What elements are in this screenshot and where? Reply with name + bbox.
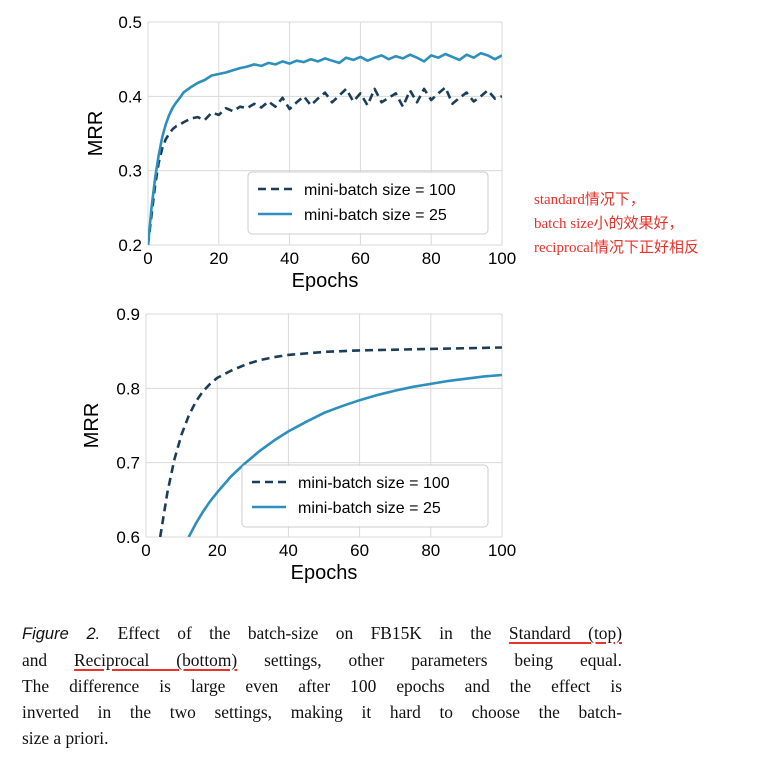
caption-underlined: Standard (top) — [508, 623, 622, 643]
y-tick-label: 0.7 — [116, 454, 140, 473]
y-tick-label: 0.9 — [116, 305, 140, 324]
legend-label: mini-batch size = 100 — [304, 182, 456, 199]
y-tick-label: 0.3 — [118, 162, 142, 181]
legend: mini-batch size = 100 mini-batch size = 2… — [247, 171, 489, 235]
x-tick-label: 20 — [209, 249, 228, 268]
top-chart: 0 20 40 60 80 100 0.2 0.3 0.4 0.5 Epochs MRR mini-ba… — [85, 13, 516, 292]
series-line-1 — [148, 86, 502, 245]
x-tick-label: 100 — [488, 249, 516, 268]
x-tick-label: 80 — [421, 541, 440, 560]
y-axis-label: MRR — [81, 403, 103, 449]
x-axis-label: Epochs — [291, 562, 358, 584]
caption-line: Figure 2. Effect of the batch-size on FB… — [22, 620, 622, 647]
legend-box — [241, 464, 489, 528]
caption-text: Effect of the batch-size on FB15K in the — [100, 623, 509, 643]
y-tick-label: 0.5 — [118, 13, 142, 32]
figure-caption: Figure 2. Effect of the batch-size on FB… — [22, 620, 622, 751]
caption-text: and — [22, 650, 75, 670]
y-tick-label: 0.4 — [118, 87, 142, 106]
annotation-line: reciprocal情况下正好相反 — [534, 240, 699, 256]
x-tick-label: 60 — [350, 541, 369, 560]
x-tick-label: 0 — [141, 541, 150, 560]
caption-line: inverted in the two settings, making it … — [22, 702, 622, 722]
legend-box — [247, 171, 489, 235]
x-tick-label: 100 — [488, 541, 516, 560]
grid — [147, 21, 503, 246]
y-axis-label: MRR — [85, 111, 107, 157]
y-tick-label: 0.8 — [116, 379, 140, 398]
x-tick-label: 0 — [143, 249, 152, 268]
caption-line: and Reciprocal (bottom) settings, other … — [22, 647, 622, 673]
x-tick-label: 20 — [208, 541, 227, 560]
figure-label: Figure 2. — [22, 625, 101, 643]
x-tick-label: 80 — [422, 249, 441, 268]
legend-label: mini-batch size = 100 — [298, 475, 450, 492]
bottom-chart: 0 20 40 60 80 100 0.6 0.7 0.8 0.9 Epochs MRR mini-ba… — [81, 305, 516, 584]
caption-line: size a priori. — [22, 728, 109, 748]
caption-line: The difference is large even after 100 e… — [22, 676, 622, 696]
legend-label: mini-batch size = 25 — [298, 500, 441, 517]
caption-underlined: Reciprocal (bottom) — [74, 650, 238, 670]
series-line-2 — [187, 373, 502, 537]
annotation-line: batch size小的效果好， — [534, 216, 684, 232]
x-axis-label: Epochs — [292, 270, 359, 292]
annotation-line: standard情况下， — [534, 192, 645, 208]
handwritten-annotation: standard情况下， batch size小的效果好， reciprocal… — [534, 188, 756, 260]
legend-label: mini-batch size = 25 — [304, 207, 447, 224]
x-tick-label: 60 — [351, 249, 370, 268]
legend: mini-batch size = 100 mini-batch size = 2… — [241, 464, 489, 528]
y-tick-label: 0.6 — [116, 528, 140, 547]
y-tick-label: 0.2 — [118, 236, 142, 255]
series-line-2 — [148, 51, 502, 245]
series-line-1 — [158, 346, 502, 537]
x-tick-label: 40 — [280, 249, 299, 268]
x-tick-label: 40 — [279, 541, 298, 560]
caption-text: settings, other parameters being equal. — [237, 650, 622, 670]
